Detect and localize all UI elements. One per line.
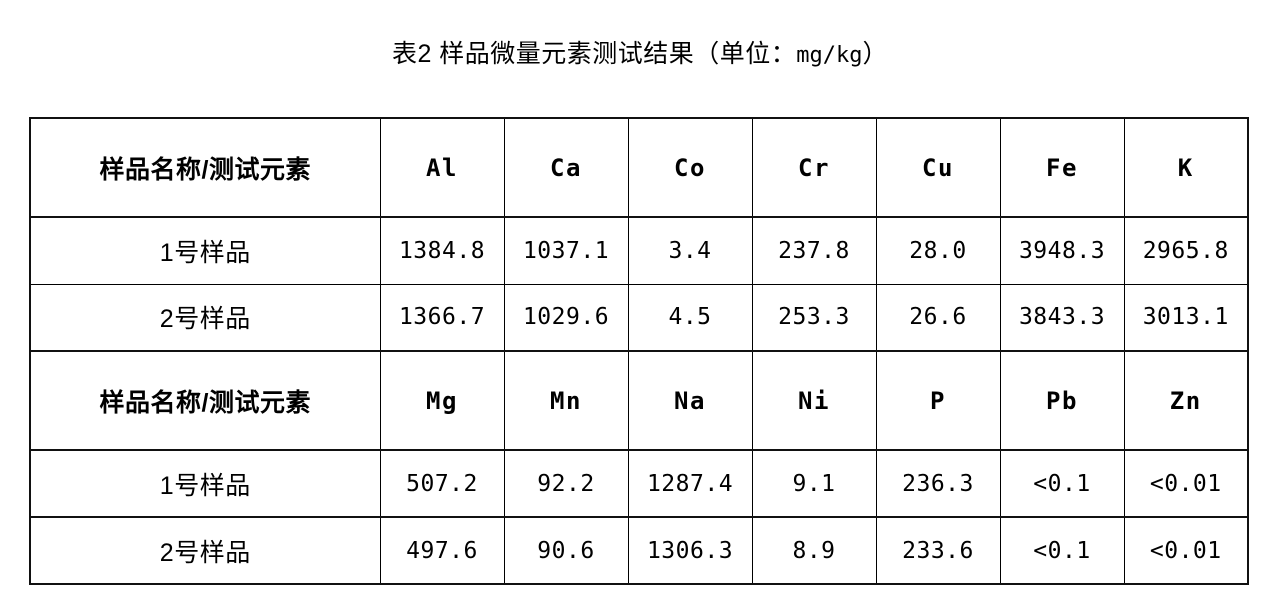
cell-sample1-ca: 1037.1: [503, 216, 629, 285]
column-header-p: P: [875, 350, 1001, 451]
row-label-sample1-section2: 1号样品: [29, 449, 381, 518]
table-row: 2号样品 1366.7 1029.6 4.5 253.3 26.6 3843.3…: [29, 283, 1249, 352]
cell-sample1-fe: 3948.3: [999, 216, 1125, 285]
table-row: 2号样品 497.6 90.6 1306.3 8.9 233.6 <0.1 <0…: [29, 516, 1249, 585]
cell-sample2-fe: 3843.3: [999, 283, 1125, 352]
cell-sample2-pb: <0.1: [999, 516, 1125, 585]
column-header-mn: Mn: [503, 350, 629, 451]
cell-sample1-p: 236.3: [875, 449, 1001, 518]
cell-sample2-al: 1366.7: [379, 283, 505, 352]
table-row: 1号样品 1384.8 1037.1 3.4 237.8 28.0 3948.3…: [29, 216, 1249, 285]
header-label-section2: 样品名称/测试元素: [29, 350, 381, 451]
trace-element-results-table: 样品名称/测试元素 Al Ca Co Cr Cu Fe K 1号样品 1384.…: [29, 117, 1249, 585]
column-header-co: Co: [627, 117, 753, 218]
column-header-cu: Cu: [875, 117, 1001, 218]
column-header-cr: Cr: [751, 117, 877, 218]
cell-sample1-al: 1384.8: [379, 216, 505, 285]
cell-sample2-mn: 90.6: [503, 516, 629, 585]
column-header-al: Al: [379, 117, 505, 218]
cell-sample2-ca: 1029.6: [503, 283, 629, 352]
row-label-sample2-section1: 2号样品: [29, 283, 381, 352]
cell-sample1-k: 2965.8: [1123, 216, 1249, 285]
cell-sample2-mg: 497.6: [379, 516, 505, 585]
caption-suffix-text: ）: [862, 40, 889, 68]
cell-sample1-mn: 92.2: [503, 449, 629, 518]
column-header-ca: Ca: [503, 117, 629, 218]
cell-sample2-zn: <0.01: [1123, 516, 1249, 585]
cell-sample2-cu: 26.6: [875, 283, 1001, 352]
column-header-pb: Pb: [999, 350, 1125, 451]
cell-sample1-mg: 507.2: [379, 449, 505, 518]
table-header-row-section1: 样品名称/测试元素 Al Ca Co Cr Cu Fe K: [29, 117, 1249, 218]
column-header-fe: Fe: [999, 117, 1125, 218]
column-header-na: Na: [627, 350, 753, 451]
cell-sample1-ni: 9.1: [751, 449, 877, 518]
row-label-sample2-section2: 2号样品: [29, 516, 381, 585]
cell-sample2-ni: 8.9: [751, 516, 877, 585]
cell-sample1-cu: 28.0: [875, 216, 1001, 285]
caption-unit-text: mg/kg: [796, 43, 863, 68]
column-header-ni: Ni: [751, 350, 877, 451]
header-label-section1: 样品名称/测试元素: [29, 117, 381, 218]
column-header-mg: Mg: [379, 350, 505, 451]
caption-prefix-text: 表2 样品微量元素测试结果（单位：: [391, 40, 797, 68]
cell-sample1-na: 1287.4: [627, 449, 753, 518]
column-header-zn: Zn: [1123, 350, 1249, 451]
table-row: 1号样品 507.2 92.2 1287.4 9.1 236.3 <0.1 <0…: [29, 449, 1249, 518]
cell-sample1-zn: <0.01: [1123, 449, 1249, 518]
cell-sample2-co: 4.5: [627, 283, 753, 352]
column-header-k: K: [1123, 117, 1249, 218]
table-header-row-section2: 样品名称/测试元素 Mg Mn Na Ni P Pb Zn: [29, 350, 1249, 451]
cell-sample2-p: 233.6: [875, 516, 1001, 585]
table-caption: 表2 样品微量元素测试结果（单位：mg/kg）: [0, 38, 1280, 72]
cell-sample1-cr: 237.8: [751, 216, 877, 285]
cell-sample1-pb: <0.1: [999, 449, 1125, 518]
cell-sample2-cr: 253.3: [751, 283, 877, 352]
cell-sample1-co: 3.4: [627, 216, 753, 285]
cell-sample2-na: 1306.3: [627, 516, 753, 585]
cell-sample2-k: 3013.1: [1123, 283, 1249, 352]
row-label-sample1-section1: 1号样品: [29, 216, 381, 285]
